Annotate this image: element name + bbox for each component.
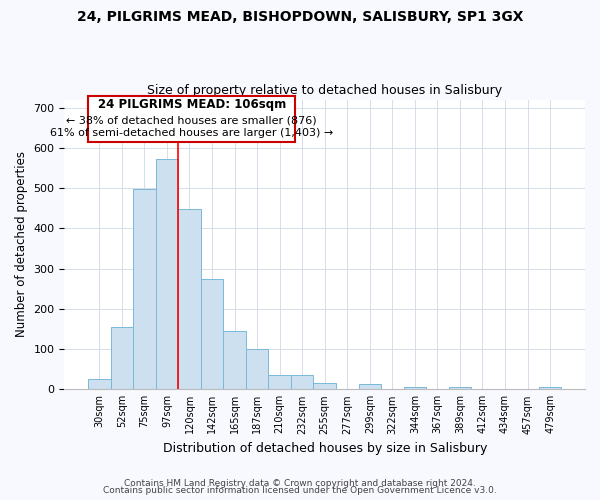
Bar bbox=[268, 375, 291, 390]
X-axis label: Distribution of detached houses by size in Salisbury: Distribution of detached houses by size … bbox=[163, 442, 487, 455]
Text: ← 38% of detached houses are smaller (876): ← 38% of detached houses are smaller (87… bbox=[67, 115, 317, 125]
Title: Size of property relative to detached houses in Salisbury: Size of property relative to detached ho… bbox=[147, 84, 502, 97]
Bar bbox=[404, 388, 426, 390]
Bar bbox=[449, 388, 471, 390]
Bar bbox=[155, 158, 178, 390]
Bar bbox=[201, 278, 223, 390]
Text: 24 PILGRIMS MEAD: 106sqm: 24 PILGRIMS MEAD: 106sqm bbox=[98, 98, 286, 112]
Bar bbox=[246, 349, 268, 390]
Bar bbox=[223, 331, 246, 390]
Bar bbox=[88, 379, 110, 390]
Bar bbox=[539, 388, 562, 390]
Text: Contains HM Land Registry data © Crown copyright and database right 2024.: Contains HM Land Registry data © Crown c… bbox=[124, 478, 476, 488]
Bar bbox=[88, 96, 295, 142]
Bar bbox=[178, 209, 201, 390]
Text: Contains public sector information licensed under the Open Government Licence v3: Contains public sector information licen… bbox=[103, 486, 497, 495]
Bar bbox=[110, 327, 133, 390]
Bar bbox=[359, 384, 381, 390]
Text: 61% of semi-detached houses are larger (1,403) →: 61% of semi-detached houses are larger (… bbox=[50, 128, 334, 138]
Bar bbox=[291, 375, 313, 390]
Y-axis label: Number of detached properties: Number of detached properties bbox=[15, 152, 28, 338]
Bar bbox=[313, 384, 336, 390]
Text: 24, PILGRIMS MEAD, BISHOPDOWN, SALISBURY, SP1 3GX: 24, PILGRIMS MEAD, BISHOPDOWN, SALISBURY… bbox=[77, 10, 523, 24]
Bar bbox=[133, 190, 155, 390]
